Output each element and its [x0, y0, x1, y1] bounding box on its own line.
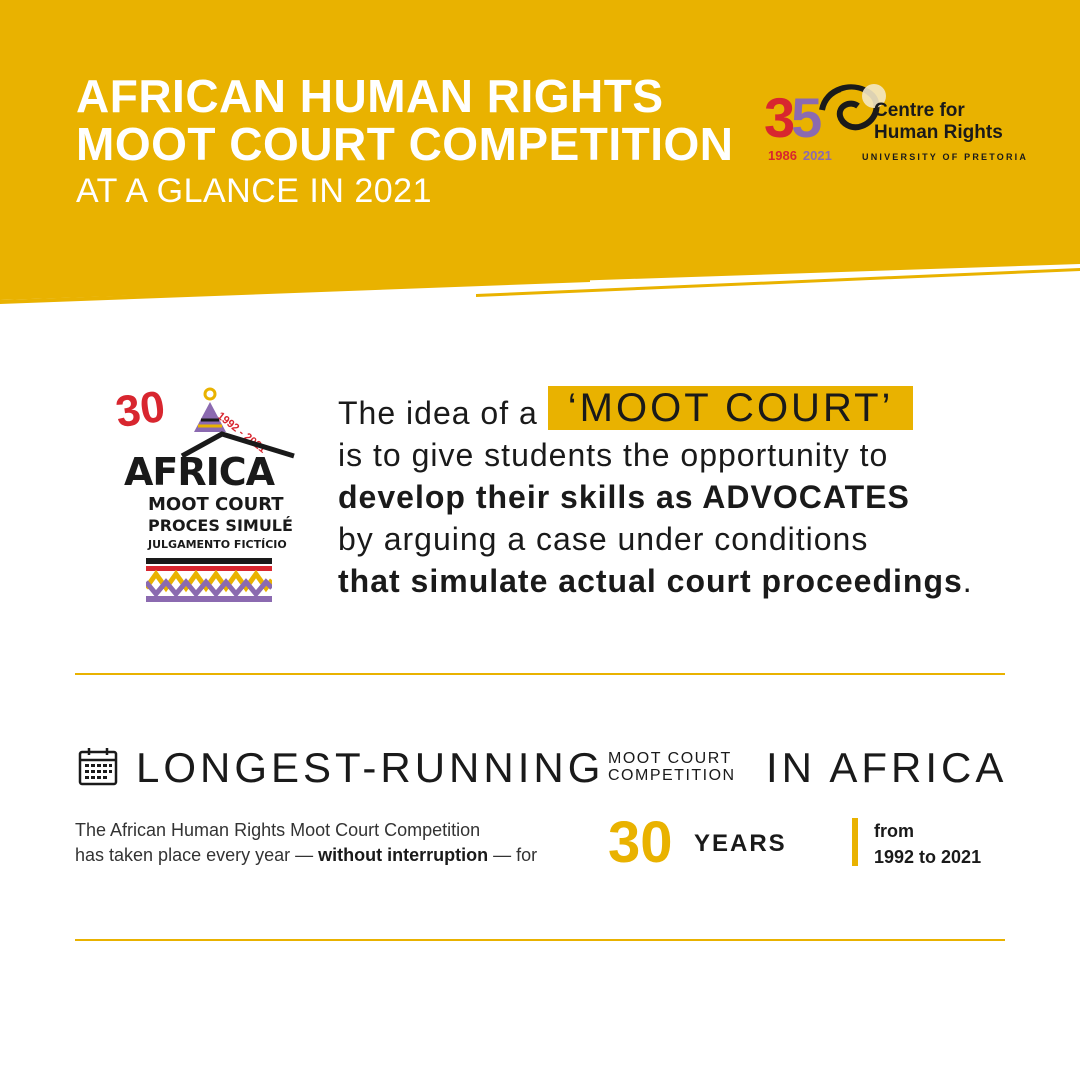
chr-years: 1986 2021 — [768, 148, 832, 163]
chr-emblem-icon — [819, 84, 886, 131]
moot-court-logo: 30 1992 - 2021 AFRICA MOOT COURT PROCES … — [110, 380, 300, 605]
chr-digit-3: 3 — [764, 86, 795, 149]
desc-line-2-bold: without interruption — [318, 845, 489, 865]
desc-line-2: has taken place every year — without int… — [75, 843, 537, 868]
intro-line-5-end: . — [962, 563, 973, 599]
intro-line-5: that simulate actual court proceedings. — [338, 560, 972, 602]
chr-university: UNIVERSITY OF PRETORIA — [862, 152, 1029, 162]
chr-logo: 35 1986 2021 Centre for Human Rights UNIV… — [764, 80, 1026, 170]
year-range: from 1992 to 2021 — [874, 818, 981, 870]
intro-line-2: is to give students the opportunity to — [338, 437, 889, 473]
moot-court-competition-label: MOOT COURT COMPETITION — [608, 750, 736, 784]
intro-line-3-bold: develop their skills as ADVOCATES — [338, 479, 910, 515]
page-title: AFRICAN HUMAN RIGHTS MOOT COURT COMPETIT… — [76, 72, 734, 168]
moot-logo-word: AFRICA — [124, 450, 275, 494]
intro-paragraph: The idea of a ‘MOOT COURT’ is to give stu… — [338, 386, 972, 602]
intro-line-5-bold: that simulate actual court proceedings — [338, 563, 963, 599]
desc-line-1: The African Human Rights Moot Court Comp… — [75, 820, 481, 840]
calendar-icon — [78, 748, 118, 786]
intro-prefix: The idea of a — [338, 395, 538, 431]
divider-bottom — [75, 939, 1005, 941]
moot-logo-pattern-icon — [146, 558, 272, 602]
moot-logo-roof-icon — [180, 431, 295, 459]
moot-logo-line-1: MOOT COURT — [148, 494, 284, 515]
mini-line-1: MOOT COURT — [608, 750, 732, 767]
desc-line-2-a: has taken place every year — — [75, 845, 314, 865]
mini-line-2: COMPETITION — [608, 767, 736, 784]
header-band — [0, 0, 1080, 304]
chr-year-start: 1986 — [768, 148, 797, 163]
title-line-1: AFRICAN HUMAN RIGHTS — [76, 70, 664, 122]
page-subtitle: AT A GLANCE IN 2021 — [76, 172, 432, 210]
in-africa-heading: IN AFRICA — [766, 744, 1008, 791]
moot-logo-dome-icon — [194, 387, 226, 432]
years-number: 30 — [608, 810, 673, 875]
chr-year-end: 2021 — [802, 148, 832, 163]
moot-logo-number: 30 — [112, 381, 169, 438]
from-label: from — [874, 821, 914, 841]
moot-logo-line-2: PROCES SIMULÉ — [148, 516, 293, 535]
intro-line-3: develop their skills as ADVOCATES — [338, 476, 950, 518]
chr-name: Centre for Human Rights — [874, 100, 1003, 144]
title-line-2: MOOT COURT COMPETITION — [76, 118, 734, 170]
moot-court-highlight: ‘MOOT COURT’ — [547, 386, 914, 430]
chr-name-line-1: Centre for — [874, 100, 965, 121]
divider-top — [75, 673, 1005, 675]
competition-description: The African Human Rights Moot Court Comp… — [75, 818, 537, 868]
accent-bar — [852, 818, 858, 866]
longest-running-heading: LONGEST-RUNNING — [136, 744, 605, 791]
chr-digit-5: 5 — [791, 86, 822, 149]
chr-anniversary-number: 35 — [764, 90, 822, 146]
chr-name-line-2: Human Rights — [874, 122, 1003, 143]
intro-line-4: by arguing a case under conditions — [338, 521, 869, 557]
desc-line-2-b: — for — [493, 845, 538, 865]
years-label: YEARS — [694, 830, 787, 857]
intro-line-1: The idea of a ‘MOOT COURT’ — [338, 386, 950, 434]
range-label: 1992 to 2021 — [874, 847, 982, 867]
moot-logo-line-3: JULGAMENTO FICTÍCIO — [148, 538, 287, 551]
